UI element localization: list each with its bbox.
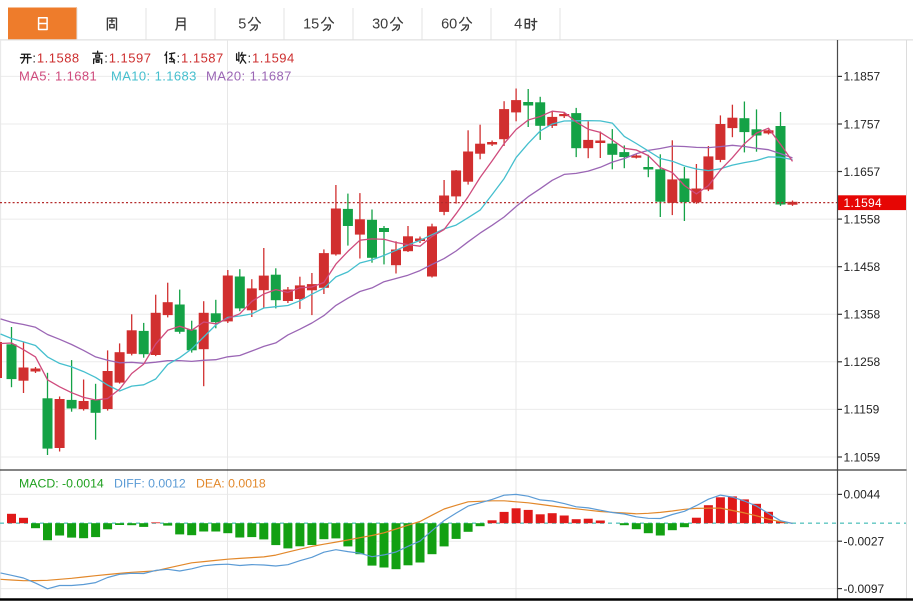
svg-text:30: 30 <box>372 17 388 33</box>
svg-text:1.1597: 1.1597 <box>109 51 152 66</box>
svg-text:-0.0027: -0.0027 <box>844 535 885 549</box>
svg-text:1.1458: 1.1458 <box>844 260 881 274</box>
svg-text:4: 4 <box>514 17 522 33</box>
svg-text:1.1059: 1.1059 <box>844 450 881 464</box>
svg-text:MA10: 1.1683: MA10: 1.1683 <box>111 69 197 84</box>
svg-text:-0.0097: -0.0097 <box>844 582 885 596</box>
svg-text:1.1594: 1.1594 <box>252 51 295 66</box>
svg-text::: : <box>248 51 252 66</box>
svg-text:1.1757: 1.1757 <box>844 117 881 131</box>
svg-text:1.1588: 1.1588 <box>37 51 80 66</box>
svg-text:MA20: 1.1687: MA20: 1.1687 <box>206 69 292 84</box>
svg-text:1.1657: 1.1657 <box>844 165 881 179</box>
svg-text:15: 15 <box>303 17 319 33</box>
svg-text::: : <box>32 51 36 66</box>
svg-text:DIFF: 0.0012: DIFF: 0.0012 <box>114 477 186 491</box>
svg-text:MACD: -0.0014: MACD: -0.0014 <box>19 477 104 491</box>
svg-text:1.1587: 1.1587 <box>181 51 224 66</box>
svg-text:1.1558: 1.1558 <box>844 212 881 226</box>
svg-text:5: 5 <box>238 17 246 33</box>
svg-text:DEA: 0.0018: DEA: 0.0018 <box>196 477 266 491</box>
svg-text:1.1857: 1.1857 <box>844 70 881 84</box>
svg-text:60: 60 <box>441 17 457 33</box>
svg-text::: : <box>104 51 108 66</box>
svg-text:1.1159: 1.1159 <box>844 403 880 417</box>
svg-text:MA5: 1.1681: MA5: 1.1681 <box>19 69 97 84</box>
svg-text:1.1358: 1.1358 <box>844 308 881 322</box>
svg-text::: : <box>177 51 181 66</box>
svg-text:1.1258: 1.1258 <box>844 355 881 369</box>
svg-text:0.0044: 0.0044 <box>844 488 881 502</box>
svg-text:1.1594: 1.1594 <box>844 196 883 210</box>
